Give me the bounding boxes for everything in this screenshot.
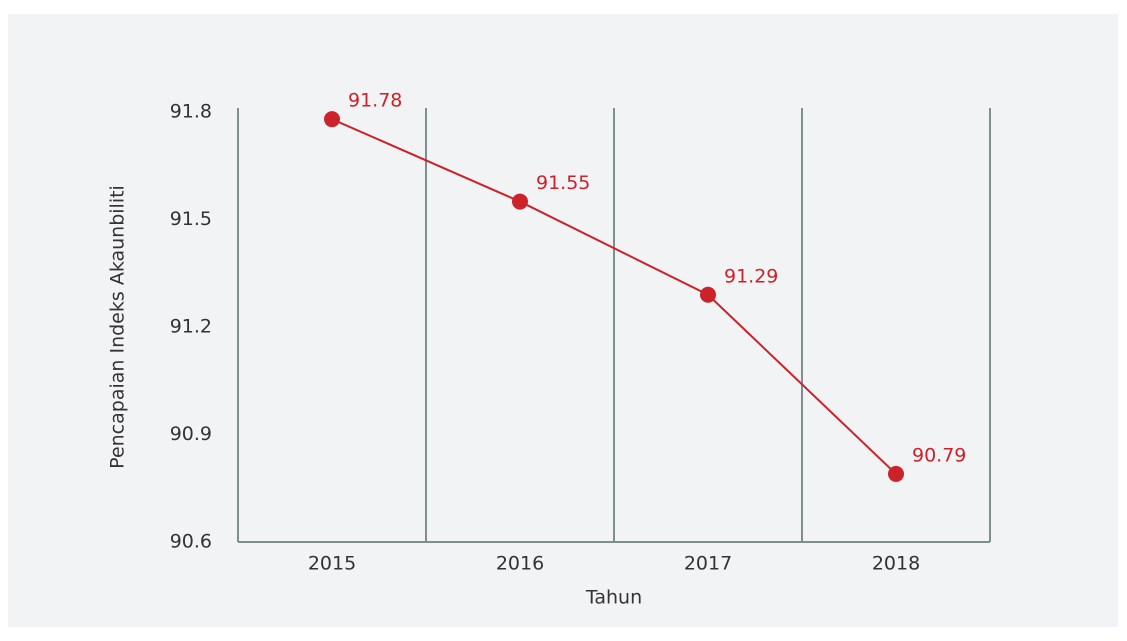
y-tick-label: 91.2 bbox=[170, 316, 212, 338]
point bbox=[888, 465, 904, 482]
y-tick-label: 91.5 bbox=[170, 208, 212, 230]
y-tick-label: 91.8 bbox=[170, 101, 212, 123]
x-axis-label: Tahun bbox=[585, 587, 642, 609]
point bbox=[512, 193, 528, 210]
point bbox=[700, 286, 716, 303]
line bbox=[331, 118, 897, 475]
x-tick-label: 2016 bbox=[496, 553, 544, 575]
data-label: 91.78 bbox=[348, 90, 402, 112]
y-tick-label: 90.6 bbox=[170, 531, 212, 553]
panel bbox=[8, 14, 1118, 627]
y-tick-label: 90.9 bbox=[170, 423, 212, 445]
data-label: 91.29 bbox=[724, 265, 778, 287]
x-tick-label: 2015 bbox=[308, 553, 356, 575]
y-axis-label: Pencapaian Indeks Akaunbiliti bbox=[107, 185, 129, 469]
point bbox=[324, 111, 340, 128]
x-tick-label: 2018 bbox=[872, 553, 920, 575]
data-label: 91.55 bbox=[536, 172, 590, 194]
data-label: 90.79 bbox=[912, 444, 966, 466]
x-tick-label: 2017 bbox=[684, 553, 732, 575]
